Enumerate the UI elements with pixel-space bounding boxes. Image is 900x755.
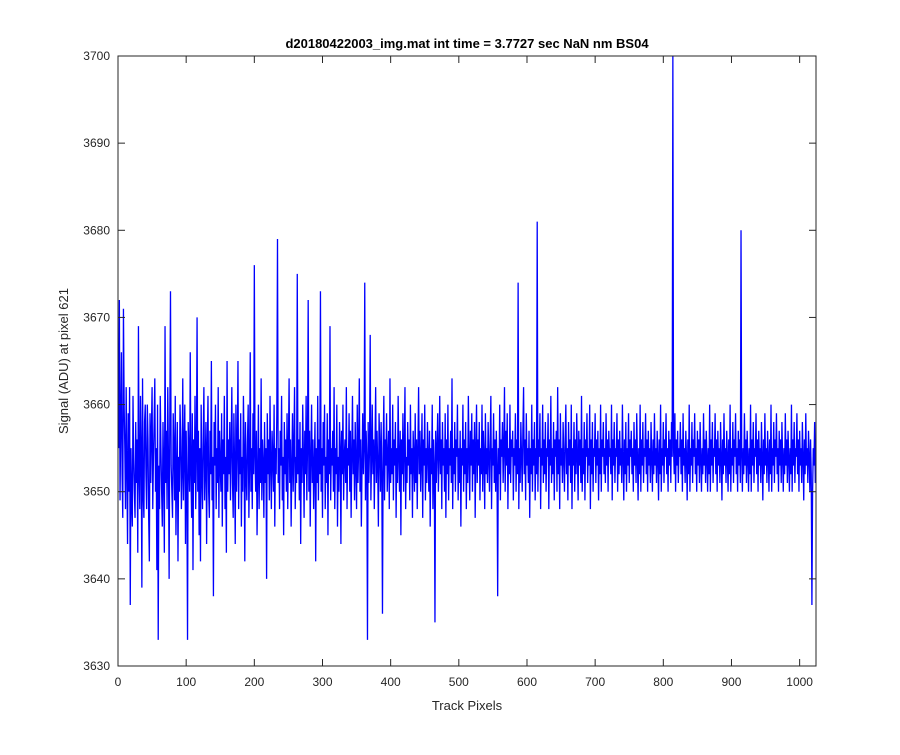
x-axis-label: Track Pixels <box>432 698 503 713</box>
x-tick-label: 1000 <box>786 675 813 689</box>
x-tick-label: 200 <box>244 675 264 689</box>
x-tick-label: 500 <box>449 675 469 689</box>
y-tick-label: 3690 <box>83 136 110 150</box>
y-tick-label: 3650 <box>83 485 110 499</box>
chart-title: d20180422003_img.mat int time = 3.7727 s… <box>285 36 649 51</box>
tick-layer: 0 100 200 300 400 500 600 700 800 900 1000 3630 3640… <box>83 49 816 689</box>
y-tick-label: 3670 <box>83 310 110 324</box>
x-tick-label: 800 <box>653 675 673 689</box>
series-layer <box>118 56 816 640</box>
x-tick-label: 400 <box>381 675 401 689</box>
x-tick-label: 600 <box>517 675 537 689</box>
plot-frame <box>117 55 817 667</box>
y-tick-label: 3640 <box>83 572 110 586</box>
x-tick-label: 0 <box>115 675 122 689</box>
x-tick-label: 700 <box>585 675 605 689</box>
y-tick-label: 3680 <box>83 223 110 237</box>
x-tick-label: 300 <box>312 675 332 689</box>
y-axis-label: Signal (ADU) at pixel 621 <box>56 288 71 434</box>
y-tick-label: 3700 <box>83 49 110 63</box>
x-tick-label: 100 <box>176 675 196 689</box>
y-tick-label: 3630 <box>83 659 110 673</box>
x-tick-label: 900 <box>721 675 741 689</box>
y-tick-label: 3660 <box>83 398 110 412</box>
series-line-0 <box>118 56 816 640</box>
plot-area <box>118 56 816 666</box>
